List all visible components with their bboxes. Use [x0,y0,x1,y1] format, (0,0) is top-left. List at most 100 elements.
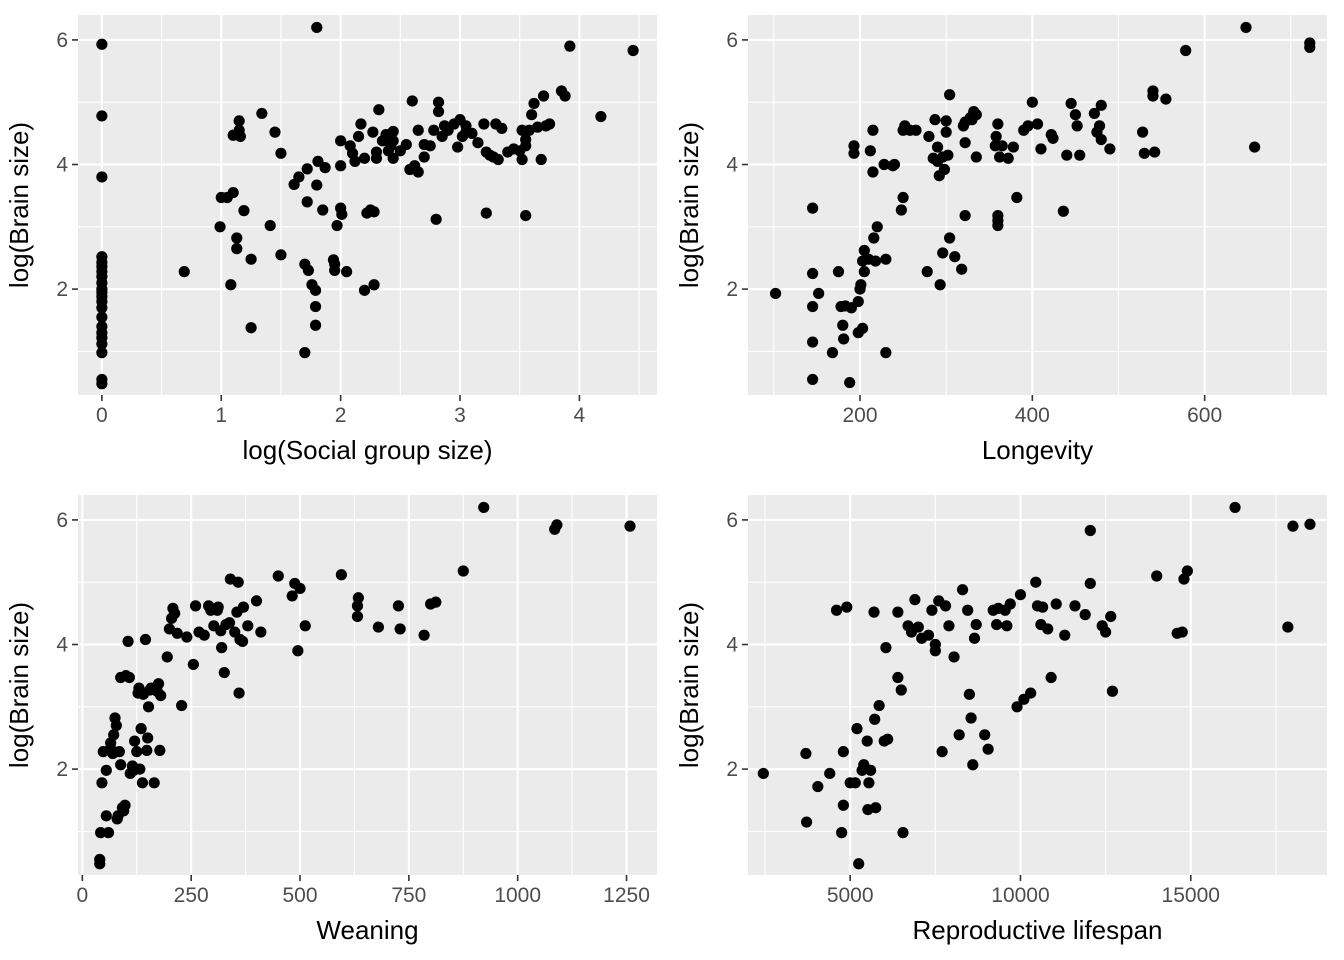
data-point [317,204,329,216]
data-point [1022,120,1034,132]
data-point [161,651,173,663]
data-point [992,219,1004,232]
data-point [897,191,909,204]
data-point [1160,93,1172,105]
data-point [234,130,246,143]
y-tick-label: 6 [56,509,68,532]
data-point [301,163,313,175]
data-point [953,729,965,741]
data-point [275,249,287,261]
data-point [94,858,106,870]
data-point [991,618,1003,631]
data-point [864,145,876,157]
data-point [934,279,946,291]
data-point [275,147,287,159]
data-point [96,171,108,183]
data-point [967,759,979,771]
data-point [309,300,322,313]
data-point [394,623,406,635]
x-tick-label: 5000 [827,884,874,907]
data-point [155,689,167,702]
data-point [923,130,935,143]
data-point [878,158,890,171]
data-point [400,138,412,151]
data-point [1088,107,1100,120]
data-point [528,97,540,110]
x-tick-label: 4 [574,404,586,427]
data-point [624,520,636,532]
x-tick-label: 3 [454,404,466,427]
y-tick-label: 2 [56,758,68,781]
data-point [838,333,850,345]
data-point [892,671,904,684]
data-point [96,302,108,314]
y-tick-label: 4 [726,154,738,177]
x-tick-label: 15000 [1162,884,1220,907]
data-point [233,115,245,127]
data-point [807,373,819,386]
data-point [837,746,849,758]
scatter-panel-4: 5000 10000 15000 2 4 6 Reproductive lifespan lo… [674,495,1327,945]
data-point [292,645,304,657]
data-point [959,137,971,149]
data-point [95,827,107,839]
data-point [216,642,228,654]
data-point [807,267,819,280]
data-point [232,576,244,588]
data-point [341,266,353,278]
data-point [895,684,907,696]
data-point [940,115,952,127]
data-point [368,279,380,291]
data-point [387,152,399,164]
panel-background [78,495,657,875]
data-point [865,764,877,776]
data-point [1240,21,1252,34]
data-point [1069,109,1082,121]
x-tick-label: 400 [1015,404,1050,427]
data-point [1229,501,1241,514]
data-point [959,209,971,222]
data-point [432,105,445,118]
data-point [832,266,845,278]
data-point [154,744,166,757]
data-point [543,118,556,130]
data-point [1106,685,1119,697]
data-point [1304,41,1316,53]
data-point [432,96,445,108]
data-point [970,151,982,163]
data-point [302,264,315,277]
data-point [1004,598,1016,610]
data-point [238,205,250,217]
data-point [1061,149,1073,161]
y-axis-title: log(Brain size) [674,122,704,288]
data-point [212,601,224,613]
data-point [938,163,951,176]
data-point [424,140,436,152]
data-point [1151,570,1163,582]
data-point [757,767,769,780]
data-point [869,255,882,267]
data-point [131,746,143,758]
data-point [992,118,1004,130]
data-point [1057,205,1069,217]
data-point [963,688,975,700]
data-point [152,678,165,690]
data-point [115,759,127,771]
data-point [949,251,961,263]
data-point [912,621,924,633]
x-tick-label: 1 [215,404,227,427]
data-point [311,179,323,191]
data-point [1147,90,1159,102]
data-point [309,284,322,296]
data-point [293,171,305,183]
data-point [299,347,311,359]
data-point [867,124,879,136]
data-point [931,141,944,153]
data-point [1084,577,1096,590]
data-point [100,810,112,822]
data-point [1176,626,1188,638]
data-point [352,592,364,604]
data-point [813,287,825,300]
data-point [264,219,276,232]
